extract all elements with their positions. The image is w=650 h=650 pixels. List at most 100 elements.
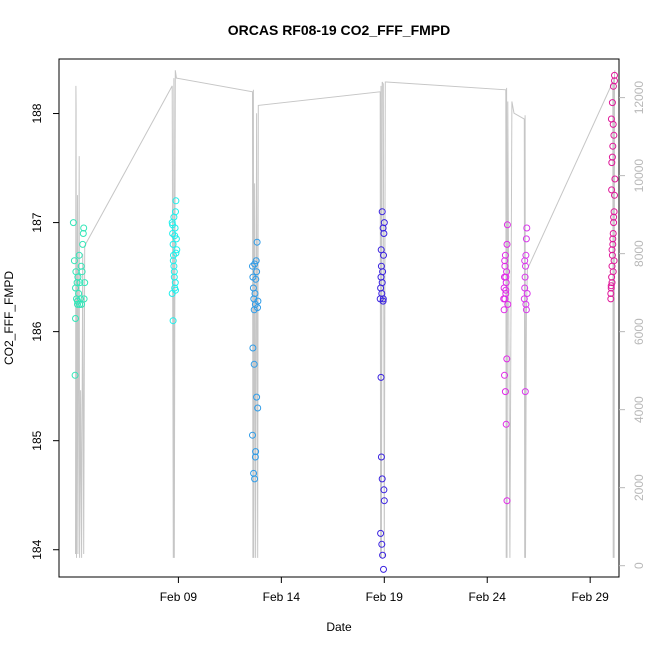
data-point-rf11: [379, 224, 387, 232]
data-point-rf10: [253, 238, 261, 246]
data-point-rf10: [249, 344, 257, 352]
data-point-rf14: [608, 186, 616, 194]
data-point-rf10: [250, 360, 258, 368]
data-point-rf14: [611, 191, 618, 199]
x-tick-label: Feb 09: [160, 590, 198, 604]
x-tick-label: Feb 24: [469, 590, 507, 604]
chart-title: ORCAS RF08-19 CO2_FFF_FMPD: [228, 22, 450, 38]
data-point-rf14: [607, 295, 615, 303]
y-axis-label: CO2_FFF_FMPD: [2, 271, 16, 365]
data-point-rf09: [172, 286, 179, 294]
data-point-rf12: [502, 420, 510, 428]
data-point-rf13: [521, 388, 529, 396]
data-point-rf11: [377, 373, 385, 381]
y2-tick-label: 0: [632, 562, 646, 569]
data-point-rf12: [502, 286, 510, 294]
data-point-rf09: [169, 317, 177, 325]
data-point-rf12: [501, 388, 509, 396]
data-point-rf10: [254, 297, 262, 305]
data-point-rf12: [501, 295, 509, 303]
data-point-rf11: [380, 565, 387, 573]
data-point-rf11: [377, 453, 385, 461]
data-point-rf10: [249, 262, 256, 270]
x-tick-label: Feb 19: [366, 590, 404, 604]
y-tick-label: 187: [30, 212, 44, 232]
data-point-rf08: [80, 224, 88, 232]
data-point-rf09: [173, 246, 181, 254]
data-point-rf10: [254, 304, 261, 312]
data-point-rf10: [254, 404, 262, 412]
data-point-rf10: [251, 290, 259, 297]
data-point-rf14: [608, 99, 616, 107]
x-axis: Feb 09 Feb 14 Feb 19 Feb 24 Feb 29: [160, 577, 609, 604]
data-point-rf10: [252, 448, 260, 456]
data-point-rf14: [611, 71, 618, 79]
data-point-rf08: [74, 300, 81, 308]
data-point-rf11: [379, 551, 387, 559]
data-point-rf11: [378, 475, 386, 483]
data-point-rf14: [610, 213, 618, 221]
data-point-rf13: [522, 235, 530, 243]
data-point-rf14: [608, 279, 616, 287]
data-point-rf10: [253, 393, 261, 401]
data-point-rf14: [607, 290, 615, 297]
y-tick-label: 184: [30, 539, 44, 559]
data-point-rf11: [380, 486, 388, 494]
data-point-rf12: [503, 221, 511, 229]
data-point-rf08: [76, 300, 84, 308]
data-point-rf12: [500, 306, 508, 314]
data-point-rf12: [501, 257, 509, 265]
data-point-rf14: [609, 235, 617, 243]
points-layer: [69, 71, 619, 573]
data-point-rf11: [379, 297, 387, 305]
y2-tick-label: 4000: [632, 396, 646, 423]
data-point-rf13: [523, 224, 531, 232]
data-point-rf10: [251, 453, 259, 461]
data-point-rf14: [607, 282, 615, 290]
data-point-rf08: [81, 279, 89, 287]
data-point-rf12: [501, 371, 508, 379]
x-axis-label: Date: [326, 620, 352, 634]
data-point-rf08: [69, 219, 77, 227]
data-point-rf09: [169, 240, 177, 248]
data-point-rf12: [502, 273, 510, 281]
data-point-rf11: [378, 279, 386, 287]
data-point-rf12: [503, 268, 511, 276]
x-tick-label: Feb 14: [263, 590, 301, 604]
data-point-rf08: [75, 251, 83, 259]
data-point-rf10: [252, 275, 260, 283]
data-point-rf14: [611, 77, 618, 85]
data-point-rf12: [504, 300, 512, 308]
y2-axis: 0 2000 4000 6000 8000 10000 12000: [619, 81, 646, 569]
data-point-rf14: [609, 230, 617, 237]
data-point-rf09: [172, 197, 180, 205]
data-point-rf12: [503, 355, 511, 363]
y2-tick-label: 8000: [632, 240, 646, 267]
data-point-rf10: [253, 268, 261, 276]
data-point-rf11: [379, 295, 387, 303]
data-point-rf08: [76, 279, 84, 287]
data-point-rf14: [608, 153, 616, 161]
data-point-rf13: [521, 273, 529, 281]
y2-tick-label: 10000: [632, 159, 646, 193]
data-point-rf11: [378, 540, 386, 548]
data-point-rf09: [169, 257, 177, 265]
data-point-rf13: [521, 284, 529, 292]
data-point-rf14: [610, 257, 618, 265]
data-point-rf13: [522, 306, 530, 314]
data-point-rf09: [172, 249, 180, 257]
data-point-rf09: [170, 268, 178, 276]
data-point-rf09: [170, 213, 178, 221]
data-point-rf13: [522, 300, 530, 308]
data-point-rf08: [70, 257, 78, 265]
data-point-rf14: [611, 175, 619, 183]
y2-tick-label: 6000: [632, 318, 646, 345]
data-point-rf11: [378, 208, 386, 216]
data-point-rf09: [171, 279, 179, 287]
data-point-rf14: [608, 246, 616, 254]
data-point-rf08: [79, 240, 87, 248]
data-point-rf11: [379, 268, 387, 276]
y-tick-label: 185: [30, 430, 44, 450]
